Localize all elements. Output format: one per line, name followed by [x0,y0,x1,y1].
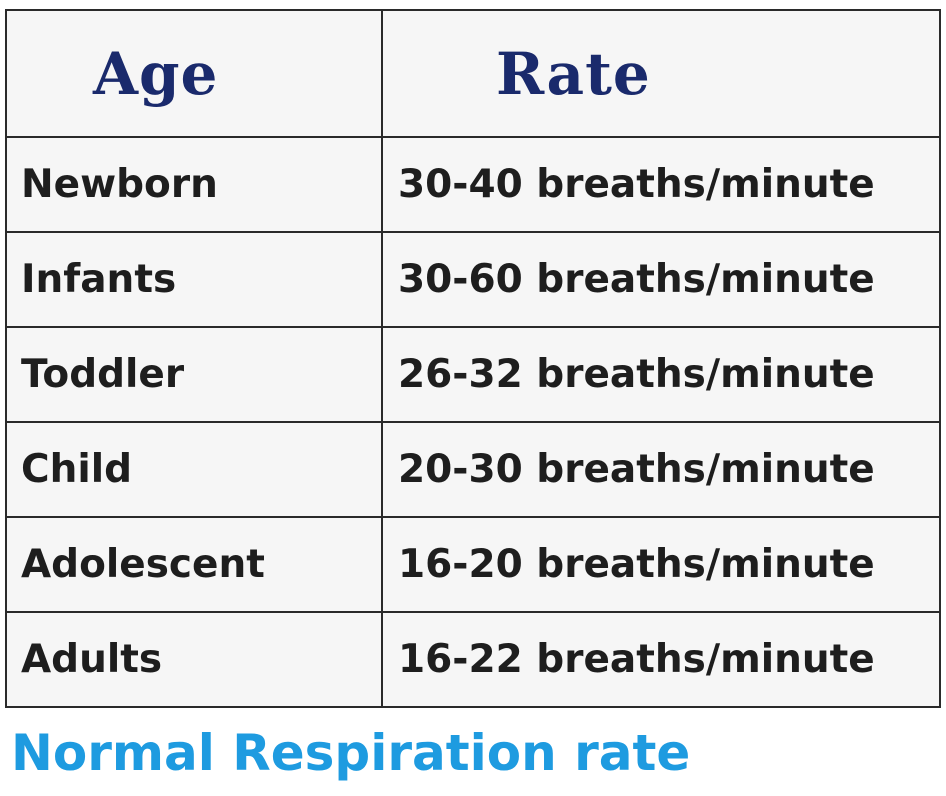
rate-column-header: Rate [381,9,941,138]
age-cell: Toddler [5,326,383,423]
respiration-rate-table: Age Rate Newborn 30-40 breaths/minute In… [5,9,941,708]
table-row: Adults 16-22 breaths/minute [5,611,941,708]
rate-cell: 16-22 breaths/minute [381,611,941,708]
caption-title: Normal Respiration rate [11,724,691,782]
rate-cell: 26-32 breaths/minute [381,326,941,423]
rate-cell: 30-40 breaths/minute [381,136,941,233]
age-column-header: Age [5,9,383,138]
table-row: Child 20-30 breaths/minute [5,421,941,518]
age-cell: Adults [5,611,383,708]
rate-cell: 30-60 breaths/minute [381,231,941,328]
table-header-row: Age Rate [5,9,941,138]
age-cell: Newborn [5,136,383,233]
table-row: Newborn 30-40 breaths/minute [5,136,941,233]
age-cell: Infants [5,231,383,328]
table-row: Infants 30-60 breaths/minute [5,231,941,328]
rate-cell: 16-20 breaths/minute [381,516,941,613]
age-cell: Child [5,421,383,518]
rate-cell: 20-30 breaths/minute [381,421,941,518]
table-row: Toddler 26-32 breaths/minute [5,326,941,423]
age-cell: Adolescent [5,516,383,613]
table-row: Adolescent 16-20 breaths/minute [5,516,941,613]
